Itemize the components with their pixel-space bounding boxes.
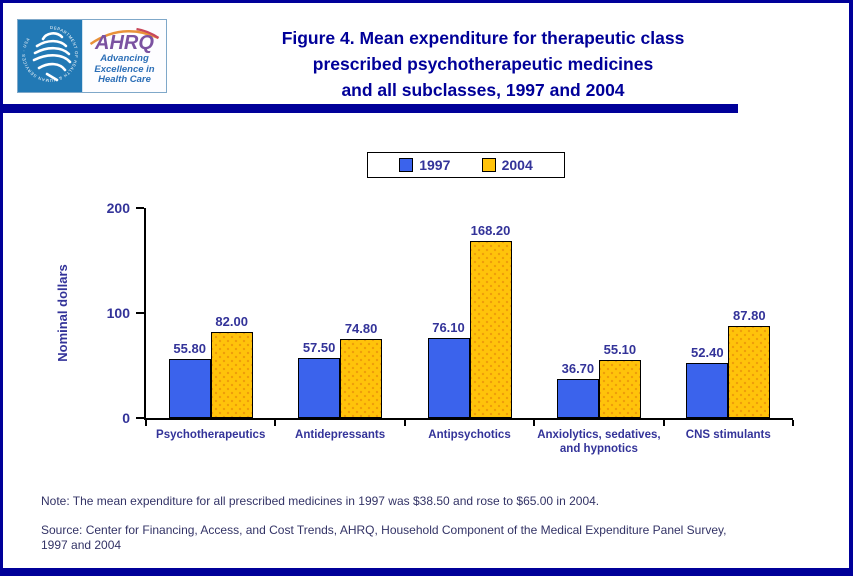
category-label: Anxiolytics, sedatives, and hypnotics	[537, 429, 661, 455]
y-tick	[136, 417, 144, 419]
bar-2004-anxiolytics	[598, 360, 641, 418]
ahrq-wordmark-panel: AHRQ Advancing Excellence in Health Care	[82, 20, 166, 92]
bar-1997-anxiolytics	[556, 379, 599, 418]
ahrq-hhs-logo: DEPARTMENT OF HEALTH & HUMAN SERVICES · …	[17, 19, 167, 93]
y-tick	[136, 207, 144, 209]
hhs-seal: DEPARTMENT OF HEALTH & HUMAN SERVICES · …	[18, 20, 82, 92]
tagline-line: Health Care	[98, 74, 151, 85]
x-tick	[662, 420, 665, 426]
category-label: Psychotherapeutics	[156, 429, 266, 441]
ahrq-tagline: Advancing Excellence in Health Care	[83, 53, 166, 86]
legend-label: 2004	[501, 157, 533, 173]
value-label: 55.10	[603, 342, 637, 358]
chart-legend: 1997 2004	[367, 152, 565, 178]
legend-swatch-icon	[399, 158, 414, 172]
note-text: Note: The mean expenditure for all presc…	[41, 494, 600, 508]
value-label: 55.80	[173, 341, 206, 357]
category-label: Antipsychotics	[428, 429, 511, 441]
bar-2004-psychotherapeutics	[210, 331, 253, 418]
y-tick-label: 200	[106, 200, 130, 216]
x-tick	[274, 420, 277, 426]
value-label: 168.20	[470, 223, 511, 239]
x-tick	[533, 420, 536, 426]
title-line-3: and all subclasses, 1997 and 2004	[341, 80, 625, 100]
bar-1997-antidepressants	[298, 357, 341, 418]
legend-item-2004: 2004	[481, 157, 533, 173]
hhs-eagle-icon: DEPARTMENT OF HEALTH & HUMAN SERVICES · …	[21, 25, 79, 83]
bar-2004-cns-stimulants	[728, 325, 771, 418]
bar-1997-antipsychotics	[427, 338, 470, 418]
bar-1997-cns-stimulants	[686, 362, 729, 418]
x-tick	[145, 420, 147, 426]
legend-item-1997: 1997	[399, 157, 450, 173]
bar-2004-antidepressants	[340, 339, 383, 418]
bar-1997-psychotherapeutics	[168, 359, 211, 418]
figure-title: Figure 4. Mean expenditure for therapeut…	[173, 25, 793, 103]
title-line-1: Figure 4. Mean expenditure for therapeut…	[281, 28, 685, 48]
value-label: 87.80	[733, 307, 766, 323]
ahrq-arc-icon	[89, 27, 160, 45]
tagline-line: Excellence in	[94, 63, 155, 75]
title-line-2: prescribed psychotherapeutic medicines	[312, 54, 654, 74]
category-label: CNS stimulants	[685, 429, 771, 441]
category-label: Antidepressants	[295, 429, 386, 441]
plot-area: 0 100 200 55.80 82.00 Psychotherapeutics 57.50…	[107, 200, 794, 455]
header-divider-bar	[3, 104, 738, 113]
legend-label: 1997	[419, 157, 451, 173]
source-text: Source: Center for Financing, Access, an…	[41, 523, 727, 552]
legend-swatch-icon	[481, 158, 496, 172]
value-label: 57.50	[302, 339, 336, 355]
y-tick-label: 0	[122, 410, 130, 426]
value-label: 52.40	[691, 344, 724, 360]
y-axis-label: Nominal dollars	[55, 264, 70, 362]
value-label: 36.70	[561, 361, 595, 377]
x-tick	[403, 420, 406, 426]
value-label: 76.10	[432, 320, 465, 336]
bar-2004-antipsychotics	[469, 241, 512, 418]
y-tick-label: 100	[106, 305, 130, 321]
value-label: 74.80	[344, 321, 378, 337]
x-tick	[792, 420, 794, 426]
tagline-line: Advancing	[100, 53, 149, 64]
ahrq-wordmark: AHRQ	[95, 32, 154, 54]
y-tick	[136, 312, 144, 314]
value-label: 82.00	[215, 313, 248, 329]
